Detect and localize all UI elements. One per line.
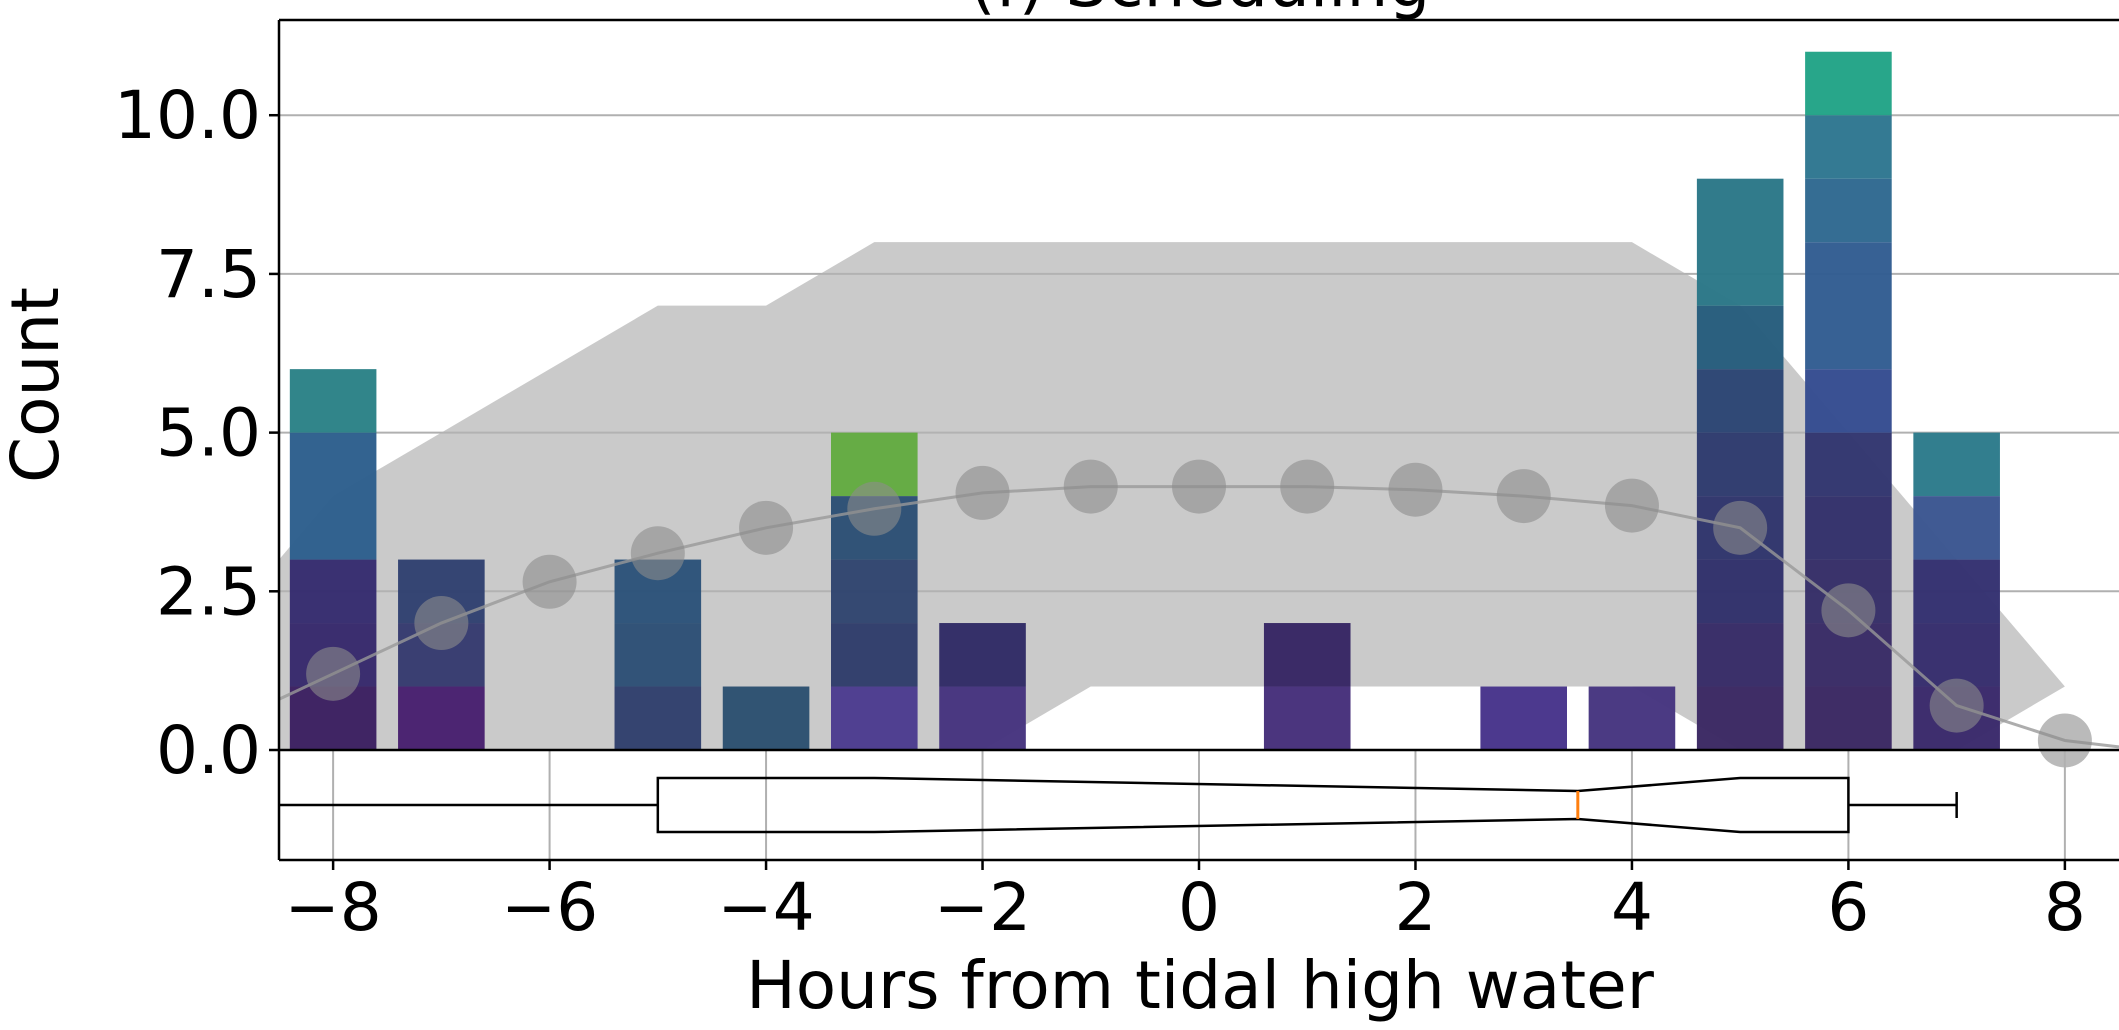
bar-stack [1480,686,1567,750]
bar [939,686,1026,750]
x-tick-label: 2 [1394,869,1436,946]
mean-point [1496,469,1551,524]
bar [289,432,377,560]
bar-stack [1588,686,1676,750]
bar [1480,686,1567,750]
boxplot [279,776,1958,834]
y-tick-label: 2.5 [156,553,261,630]
mean-point [847,481,902,536]
bar [1696,178,1784,306]
x-tick-label: 8 [2044,869,2086,946]
mean-line-series [278,459,2119,768]
bar [1696,623,1784,687]
mean-point [306,646,361,701]
bar [1913,432,2000,497]
mean-point [1713,500,1768,555]
bar-stack [1805,51,1892,750]
x-tick-label: −8 [284,869,381,946]
bar [398,686,485,750]
bar [1696,559,1784,624]
bar [722,686,810,750]
bar [1696,369,1784,433]
bar [1913,496,2000,560]
bar [1696,305,1784,370]
x-tick-label: 0 [1178,869,1220,946]
bar [1805,432,1892,497]
mean-point [1929,678,1984,733]
bar [1263,686,1351,750]
bar [1805,496,1892,560]
bar [1913,623,2000,687]
bar [1805,242,1892,370]
bar [831,559,918,624]
mean-point [739,500,794,555]
bar-stack [398,559,485,750]
y-tick-label: 5.0 [156,395,261,472]
y-tick-label: 10.0 [114,77,261,154]
mean-point [1063,459,1118,514]
mean-point [1280,459,1335,514]
chart-title: (f) Scheduling [970,0,1430,22]
bar [1913,559,2000,624]
bar [1696,686,1784,750]
mean-point [1172,459,1226,514]
bar-stack [1913,432,2000,750]
bar [1805,51,1892,116]
mean-point [630,526,685,581]
mean-point [414,596,469,651]
bar [1588,686,1676,750]
bar-stack [722,686,810,750]
bar [289,559,377,624]
bar [939,623,1026,687]
y-tick-label: 7.5 [156,236,261,313]
bar [1263,623,1351,687]
y-tick-label: 0.0 [156,712,261,789]
x-tick-label: −2 [934,869,1031,946]
y-axis-label: Count [0,287,74,483]
box [656,776,1850,834]
y-axis-ticks: 0.0 2.5 5.0 7.5 10.0 [114,77,279,789]
bar-stack [614,559,702,750]
mean-point [1821,583,1876,638]
x-tick-label: 4 [1611,869,1653,946]
bar [289,369,377,433]
mean-point [522,554,577,609]
bar [1805,686,1892,750]
x-axis-ticks: −8 −6 −4 −2 0 2 4 6 8 [284,860,2086,946]
bar [614,686,702,750]
bar [831,686,918,750]
bar [831,623,918,687]
bar [1696,432,1784,497]
x-tick-label: −6 [501,869,598,946]
bar-stack [939,623,1026,750]
bar-stack [1696,178,1784,750]
bar [1805,115,1892,179]
mean-point [1388,462,1443,517]
bar-stack [831,432,918,750]
bar [1805,178,1892,243]
x-tick-label: 6 [1827,869,1869,946]
bar [614,623,702,687]
x-axis-label: Hours from tidal high water [746,947,1655,1024]
mean-point [955,465,1010,520]
mean-point [1604,478,1659,533]
bar [1805,369,1892,433]
bar-series [289,51,2000,750]
mean-point [2037,713,2092,768]
x-tick-label: −4 [717,869,814,946]
bar-stack [1263,623,1351,750]
